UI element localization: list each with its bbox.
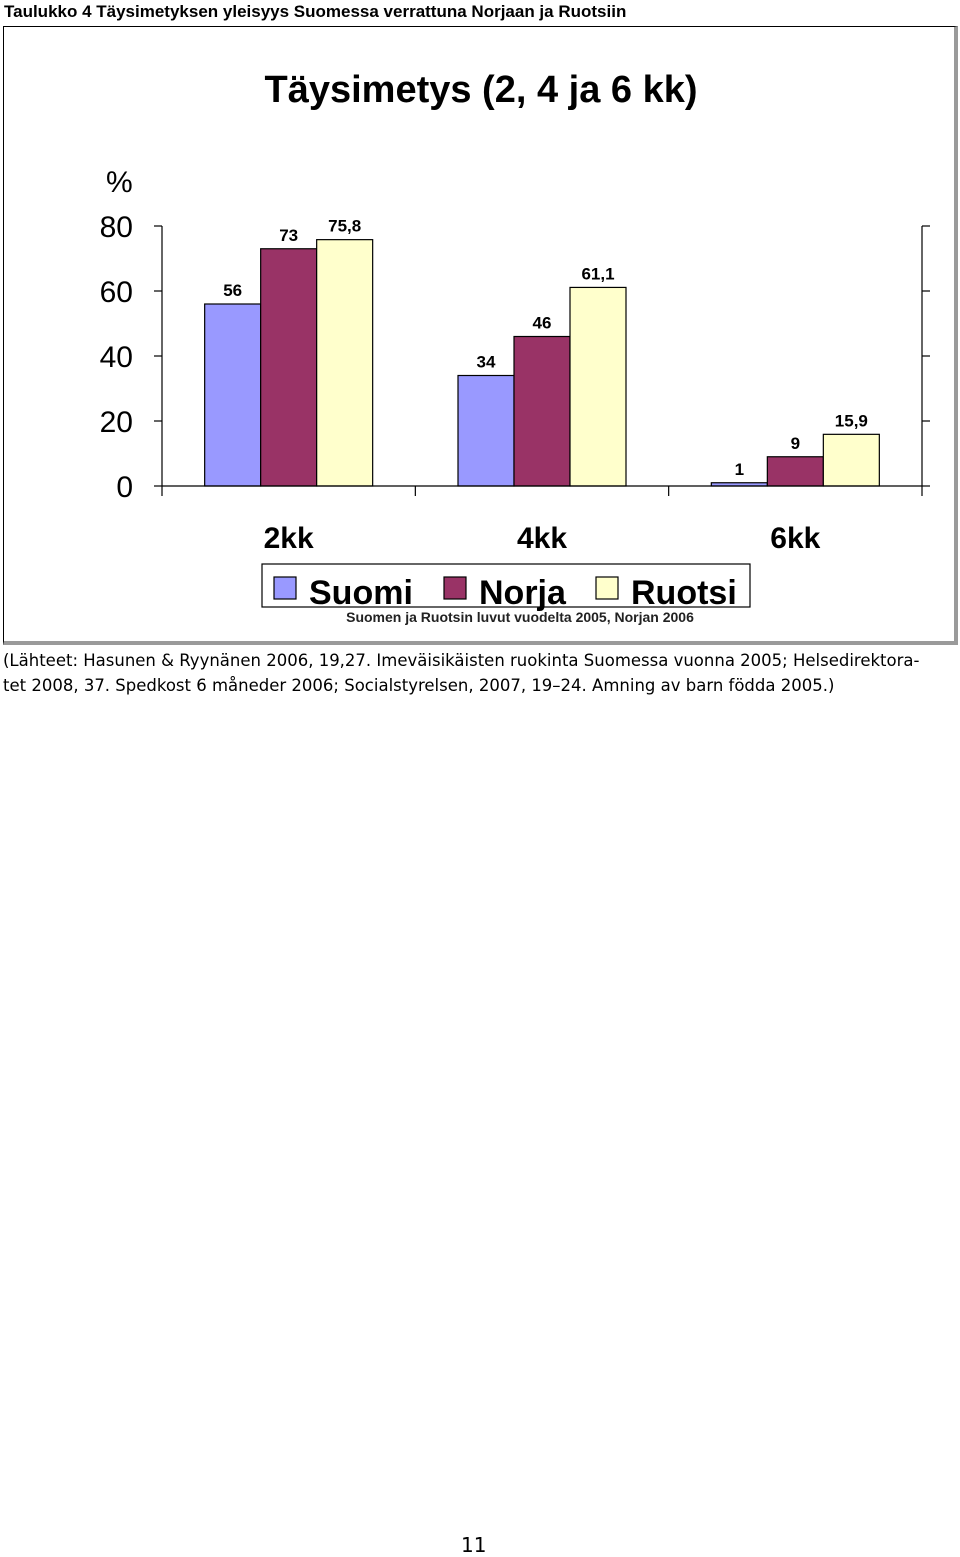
data-label: 56 <box>223 281 242 300</box>
legend-swatch <box>595 576 619 600</box>
page-number: 11 <box>461 1533 487 1557</box>
bars: 56 34 1 73 46 9 75,8 61,1 15,9 <box>204 217 880 487</box>
data-label: 15,9 <box>835 411 868 430</box>
x-axis: 2kk 4kk 6kk <box>161 485 923 555</box>
legend-swatch <box>273 576 297 600</box>
x-tick-label: 2kk <box>264 522 314 555</box>
y-tick-label: 80 <box>100 211 133 244</box>
bar-norja <box>260 248 318 487</box>
data-label: 73 <box>279 226 298 245</box>
data-label: 61,1 <box>581 264 614 283</box>
chart-title: Täysimetys (2, 4 ja 6 kk) <box>264 69 697 111</box>
y-axis-label: % <box>106 166 133 199</box>
source-line-1: (Lähteet: Hasunen & Ryynänen 2006, 19,27… <box>3 651 920 670</box>
bar-suomi <box>204 303 262 487</box>
y-tick-label: 0 <box>116 471 133 504</box>
y-axis: 0 20 40 60 80 <box>100 211 930 504</box>
data-label: 34 <box>477 353 496 372</box>
y-tick-label: 40 <box>100 341 133 374</box>
bar-ruotsi <box>569 286 627 487</box>
chart-frame: Täysimetys (2, 4 ja 6 kk) % 0 20 40 60 80 56… <box>3 26 958 645</box>
bar-chart: Täysimetys (2, 4 ja 6 kk) % 0 20 40 60 80 56… <box>100 69 930 625</box>
bar-ruotsi <box>822 433 880 487</box>
bar-ruotsi <box>316 239 374 487</box>
x-tick-label: 4kk <box>517 522 567 555</box>
table-caption: Taulukko 4 Täysimetyksen yleisyys Suomes… <box>4 2 627 21</box>
data-label: 46 <box>533 314 552 333</box>
source-note: (Lähteet: Hasunen & Ryynänen 2006, 19,27… <box>3 648 955 698</box>
bar-suomi <box>457 374 515 487</box>
source-line-2: tet 2008, 37. Spedkost 6 måneder 2006; S… <box>3 676 835 695</box>
bar-norja <box>513 335 571 487</box>
legend-label: Norja <box>479 574 567 612</box>
data-label: 75,8 <box>328 217 361 236</box>
legend-box <box>261 563 751 608</box>
data-label: 9 <box>791 434 800 453</box>
legend: Suomi Norja Ruotsi <box>261 563 751 612</box>
legend-label: Ruotsi <box>631 574 737 612</box>
chart-note: Suomen ja Ruotsin luvut vuodelta 2005, N… <box>346 609 694 625</box>
legend-swatch <box>443 576 467 600</box>
bar-norja <box>766 456 824 487</box>
x-tick-label: 6kk <box>770 522 820 555</box>
y-tick-label: 20 <box>100 406 133 439</box>
data-label: 1 <box>735 460 744 479</box>
legend-label: Suomi <box>309 574 413 612</box>
y-tick-label: 60 <box>100 276 133 309</box>
